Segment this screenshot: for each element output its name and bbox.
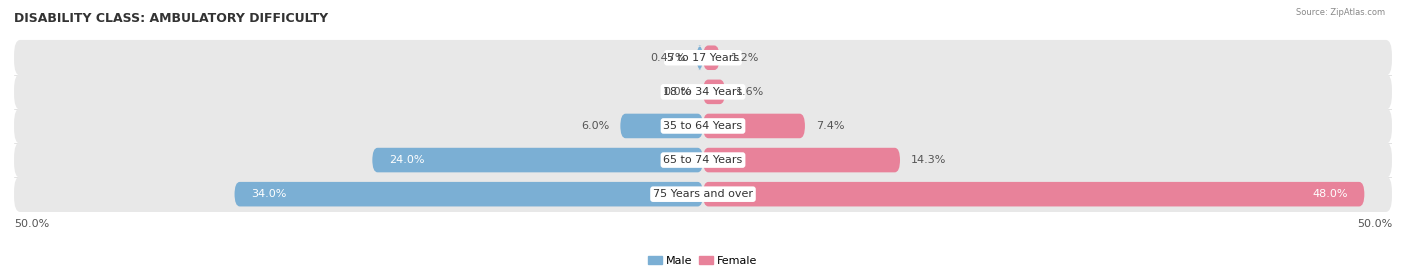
Text: 65 to 74 Years: 65 to 74 Years <box>664 155 742 165</box>
Text: 35 to 64 Years: 35 to 64 Years <box>664 121 742 131</box>
Legend: Male, Female: Male, Female <box>644 251 762 268</box>
FancyBboxPatch shape <box>620 114 703 138</box>
Text: 1.2%: 1.2% <box>731 53 759 63</box>
FancyBboxPatch shape <box>696 46 703 70</box>
FancyBboxPatch shape <box>703 114 806 138</box>
Text: 48.0%: 48.0% <box>1312 189 1348 199</box>
FancyBboxPatch shape <box>235 182 703 206</box>
Text: 18 to 34 Years: 18 to 34 Years <box>664 87 742 97</box>
Text: 75 Years and over: 75 Years and over <box>652 189 754 199</box>
Text: 6.0%: 6.0% <box>581 121 609 131</box>
Text: 50.0%: 50.0% <box>1357 219 1392 229</box>
Text: Source: ZipAtlas.com: Source: ZipAtlas.com <box>1296 8 1385 17</box>
FancyBboxPatch shape <box>703 80 725 104</box>
Text: 50.0%: 50.0% <box>14 219 49 229</box>
FancyBboxPatch shape <box>703 148 900 172</box>
Text: 5 to 17 Years: 5 to 17 Years <box>666 53 740 63</box>
Text: 24.0%: 24.0% <box>389 155 425 165</box>
FancyBboxPatch shape <box>14 142 1392 178</box>
Text: 0.47%: 0.47% <box>650 53 686 63</box>
Text: 34.0%: 34.0% <box>252 189 287 199</box>
FancyBboxPatch shape <box>703 182 1364 206</box>
Text: 1.6%: 1.6% <box>737 87 765 97</box>
FancyBboxPatch shape <box>373 148 703 172</box>
FancyBboxPatch shape <box>14 176 1392 212</box>
FancyBboxPatch shape <box>14 108 1392 144</box>
Text: 0.0%: 0.0% <box>664 87 692 97</box>
Text: 7.4%: 7.4% <box>815 121 845 131</box>
FancyBboxPatch shape <box>703 46 720 70</box>
Text: DISABILITY CLASS: AMBULATORY DIFFICULTY: DISABILITY CLASS: AMBULATORY DIFFICULTY <box>14 12 328 25</box>
FancyBboxPatch shape <box>14 40 1392 76</box>
Text: 14.3%: 14.3% <box>911 155 946 165</box>
FancyBboxPatch shape <box>14 74 1392 110</box>
